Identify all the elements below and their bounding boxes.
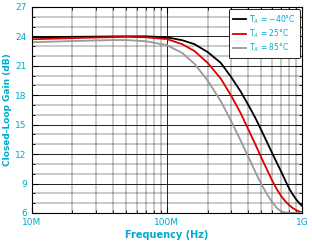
- Y-axis label: Closed-Loop Gain (dB): Closed-Loop Gain (dB): [3, 53, 12, 166]
- X-axis label: Frequency (Hz): Frequency (Hz): [125, 230, 208, 240]
- Legend: T$_A$ = −40°C, T$_A$ = 25°C, T$_A$ = 85°C: T$_A$ = −40°C, T$_A$ = 25°C, T$_A$ = 85°…: [229, 9, 300, 58]
